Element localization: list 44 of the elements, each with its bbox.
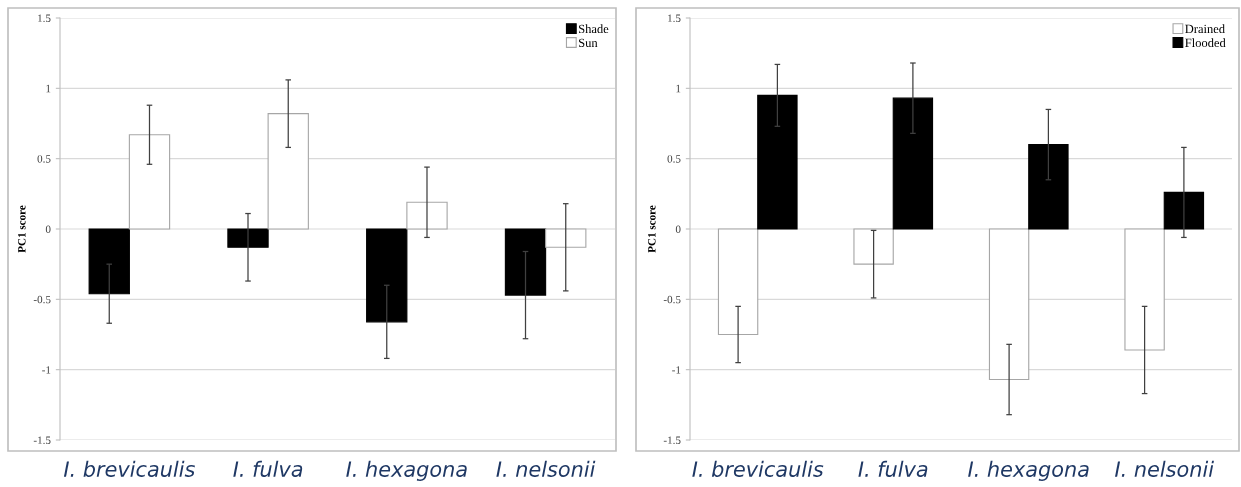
bar: [366, 228, 408, 323]
legend-label: Flooded: [1185, 38, 1226, 48]
y-tick-label: 0: [45, 225, 51, 233]
x-tick-label: I. nelsonii: [496, 460, 596, 477]
bar: [504, 228, 547, 296]
bar: [128, 134, 171, 230]
bar: [406, 201, 448, 230]
bar: [545, 228, 587, 248]
y-tick-label: 1.5: [668, 14, 681, 23]
legend-label: Shade: [579, 24, 609, 34]
bar: [717, 228, 759, 336]
bar: [88, 228, 130, 295]
y-tick-label: 0.5: [667, 155, 681, 163]
bar: [1028, 144, 1069, 230]
bar: [892, 97, 934, 230]
x-tick-label: I. brevicaulis: [63, 460, 195, 477]
y-tick-label: 1.5: [38, 14, 51, 23]
y-tick-label: -0.5: [663, 295, 681, 304]
x-tick-label: I. brevicaulis: [692, 460, 824, 477]
y-tick-label: 0.5: [37, 155, 51, 163]
y-tick-label: -1: [42, 366, 51, 374]
y-tick-label: -1.5: [663, 436, 681, 445]
bar: [988, 228, 1030, 381]
y-tick-label: 1: [46, 84, 51, 93]
y-axis-title: PC1 score: [648, 205, 656, 253]
y-tick-label: -1.5: [33, 436, 51, 445]
x-tick-label: I. fulva: [233, 460, 303, 477]
bar: [757, 94, 798, 230]
bar: [1163, 191, 1205, 230]
x-tick-label: I. hexagona: [346, 460, 467, 481]
y-tick-label: -1: [672, 366, 681, 374]
x-tick-label: I. nelsonii: [1115, 460, 1214, 477]
bar: [1124, 228, 1165, 351]
y-tick-label: 1: [676, 84, 681, 93]
bar: [227, 228, 269, 248]
legend-label: Sun: [579, 38, 598, 48]
y-tick-label: 0: [675, 225, 681, 233]
bar: [853, 228, 894, 265]
legend-label: Drained: [1185, 24, 1225, 34]
y-axis-title: PC1 score: [18, 205, 26, 253]
x-tick-label: I. fulva: [858, 460, 928, 477]
y-tick-label: -0.5: [33, 295, 51, 304]
x-tick-label: I. hexagona: [968, 460, 1089, 481]
bar: [267, 113, 309, 230]
